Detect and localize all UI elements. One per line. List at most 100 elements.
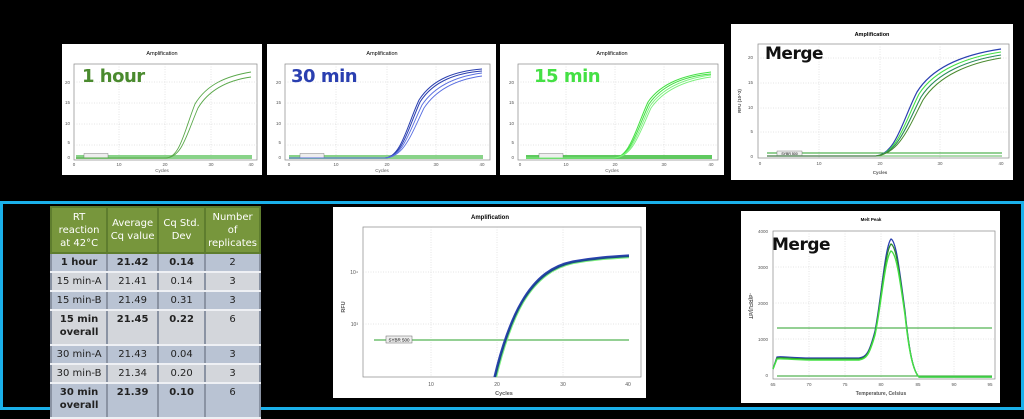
x-axis-label: Temperature, Celsius xyxy=(856,391,907,397)
svg-text:10: 10 xyxy=(816,161,822,166)
svg-text:85: 85 xyxy=(915,382,921,387)
svg-text:5: 5 xyxy=(67,140,70,145)
y-axis-label: RFU xyxy=(341,301,347,312)
x-axis-label: Cycles xyxy=(873,170,888,175)
table-row: 30 min-A 21.43 0.04 3 xyxy=(49,345,261,365)
svg-text:40: 40 xyxy=(479,162,485,167)
table-row: 30 min overall 21.39 0.10 6 xyxy=(49,383,261,419)
amp-chart-15min: Amplification 0 10 20 30 40 Cycles 0 5 10 15 20 xyxy=(509,51,719,173)
panel-label-30min: 30 min xyxy=(291,66,358,87)
panel-label-1hour: 1 hour xyxy=(82,66,145,87)
svg-text:20: 20 xyxy=(65,80,71,85)
svg-text:95: 95 xyxy=(987,382,993,387)
col-cq-std-dev: Cq Std. Dev xyxy=(157,206,207,254)
svg-text:80: 80 xyxy=(878,382,884,387)
table-row: 30 min-B 21.34 0.20 3 xyxy=(49,364,261,384)
svg-text:30: 30 xyxy=(661,162,667,167)
svg-text:20: 20 xyxy=(877,161,883,166)
svg-text:75: 75 xyxy=(842,382,848,387)
chart-title: Amplification xyxy=(855,32,890,38)
svg-text:20: 20 xyxy=(748,55,754,60)
svg-text:2000: 2000 xyxy=(758,301,769,306)
svg-text:90: 90 xyxy=(951,382,957,387)
amp-panel-30min: Amplification 0 10 20 30 40 Cycles 0 5 10 15 20 … xyxy=(267,44,496,175)
x-axis-label: Cycles xyxy=(375,168,389,173)
svg-text:20: 20 xyxy=(384,162,390,167)
amp-chart-30min: Amplification 0 10 20 30 40 Cycles 0 5 10 15 20 xyxy=(276,51,491,173)
svg-text:40: 40 xyxy=(248,162,254,167)
amp-panel-1hour: Amplification 0 10 20 30 40 Cycles 0 5 10 15 20 … xyxy=(62,44,262,175)
amp-chart-merge: Amplification 0 10 20 30 40 Cycles 05101520 … xyxy=(737,32,1010,175)
svg-text:4000: 4000 xyxy=(758,229,769,234)
amp-panel-merge: Amplification 0 10 20 30 40 Cycles 0 5 10 15 20 … xyxy=(731,24,1013,180)
svg-text:10³: 10³ xyxy=(351,322,359,328)
chart-title: Amplification xyxy=(596,51,627,57)
svg-text:10: 10 xyxy=(116,162,122,167)
svg-text:10: 10 xyxy=(65,121,71,126)
svg-text:0: 0 xyxy=(67,155,70,160)
svg-text:70: 70 xyxy=(806,382,812,387)
table-row: 1 hour 21.42 0.14 2 xyxy=(49,253,261,273)
svg-text:10: 10 xyxy=(276,121,282,126)
svg-text:30: 30 xyxy=(433,162,439,167)
log-amp-panel: Amplification 10 20 30 40 Cycles 10⁴ 10³ RFU… xyxy=(333,207,646,398)
svg-text:30: 30 xyxy=(937,161,943,166)
svg-text:0: 0 xyxy=(288,162,291,167)
amp-chart-1hour: Amplification 0 10 20 30 40 Cycles 0 5 10 15 20 xyxy=(65,51,258,173)
y-axis-label: RFU (10^3) xyxy=(737,89,742,113)
svg-text:20: 20 xyxy=(509,80,515,85)
svg-text:10: 10 xyxy=(333,162,339,167)
svg-text:3000: 3000 xyxy=(758,265,769,270)
panel-label-15min: 15 min xyxy=(534,66,601,87)
svg-text:65: 65 xyxy=(770,382,776,387)
col-rt-reaction: RT reaction at 42°C xyxy=(49,206,109,254)
svg-text:5: 5 xyxy=(511,140,514,145)
svg-text:15: 15 xyxy=(65,100,71,105)
chart-title: Amplification xyxy=(366,51,397,57)
svg-text:10: 10 xyxy=(748,105,754,110)
svg-text:0: 0 xyxy=(278,155,281,160)
svg-text:20: 20 xyxy=(612,162,618,167)
panel-label-merge: Merge xyxy=(765,44,824,64)
chart-title: Amplification xyxy=(471,215,509,221)
log-amp-chart: Amplification 10 20 30 40 Cycles 10⁴ 10³ RFU… xyxy=(341,215,642,397)
cq-results-table: RT reaction at 42°C Average Cq value Cq … xyxy=(49,206,261,419)
svg-text:0: 0 xyxy=(765,373,768,378)
svg-text:10⁴: 10⁴ xyxy=(350,270,358,276)
results-frame xyxy=(0,201,1024,410)
svg-text:15: 15 xyxy=(509,100,515,105)
table-row: 15 min-B 21.49 0.31 3 xyxy=(49,291,261,311)
col-average-cq: Average Cq value xyxy=(106,206,160,254)
chart-title: Melt Peak xyxy=(861,217,882,222)
svg-text:10: 10 xyxy=(509,121,515,126)
table-row: 15 min-A 21.41 0.14 3 xyxy=(49,272,261,292)
chart-title: Amplification xyxy=(146,51,177,57)
threshold-label: SYBR 500 xyxy=(781,152,797,156)
svg-text:10: 10 xyxy=(428,382,434,388)
svg-text:20: 20 xyxy=(494,382,500,388)
x-axis-label: Cycles xyxy=(495,391,513,397)
svg-text:10: 10 xyxy=(563,162,569,167)
svg-text:0: 0 xyxy=(511,155,514,160)
svg-text:1000: 1000 xyxy=(758,337,769,342)
svg-text:30: 30 xyxy=(208,162,214,167)
y-axis-label: -d(RFU)/dT xyxy=(747,293,753,319)
x-axis-label: Cycles xyxy=(605,168,619,173)
svg-text:40: 40 xyxy=(998,161,1004,166)
col-replicates: Number of replicates xyxy=(204,206,261,254)
svg-text:0: 0 xyxy=(519,162,522,167)
svg-text:40: 40 xyxy=(625,382,631,388)
svg-text:5: 5 xyxy=(278,140,281,145)
svg-text:40: 40 xyxy=(708,162,714,167)
melt-peak-chart: Melt Peak 65 70 75 80 85 90 95 Temperature, Ce… xyxy=(747,217,996,397)
svg-text:0: 0 xyxy=(73,162,76,167)
amp-panel-15min: Amplification 0 10 20 30 40 Cycles 0 5 10 15 20 … xyxy=(500,44,724,175)
svg-text:0: 0 xyxy=(759,161,762,166)
svg-text:15: 15 xyxy=(276,100,282,105)
threshold-label: SYBR 500 xyxy=(388,338,410,343)
panel-label-melt-merge: Merge xyxy=(772,235,831,255)
svg-text:5: 5 xyxy=(750,129,753,134)
melt-peak-panel: Melt Peak 65 70 75 80 85 90 95 Temperature, Ce… xyxy=(741,211,1000,403)
svg-text:20: 20 xyxy=(276,80,282,85)
x-axis-label: Cycles xyxy=(155,168,169,173)
